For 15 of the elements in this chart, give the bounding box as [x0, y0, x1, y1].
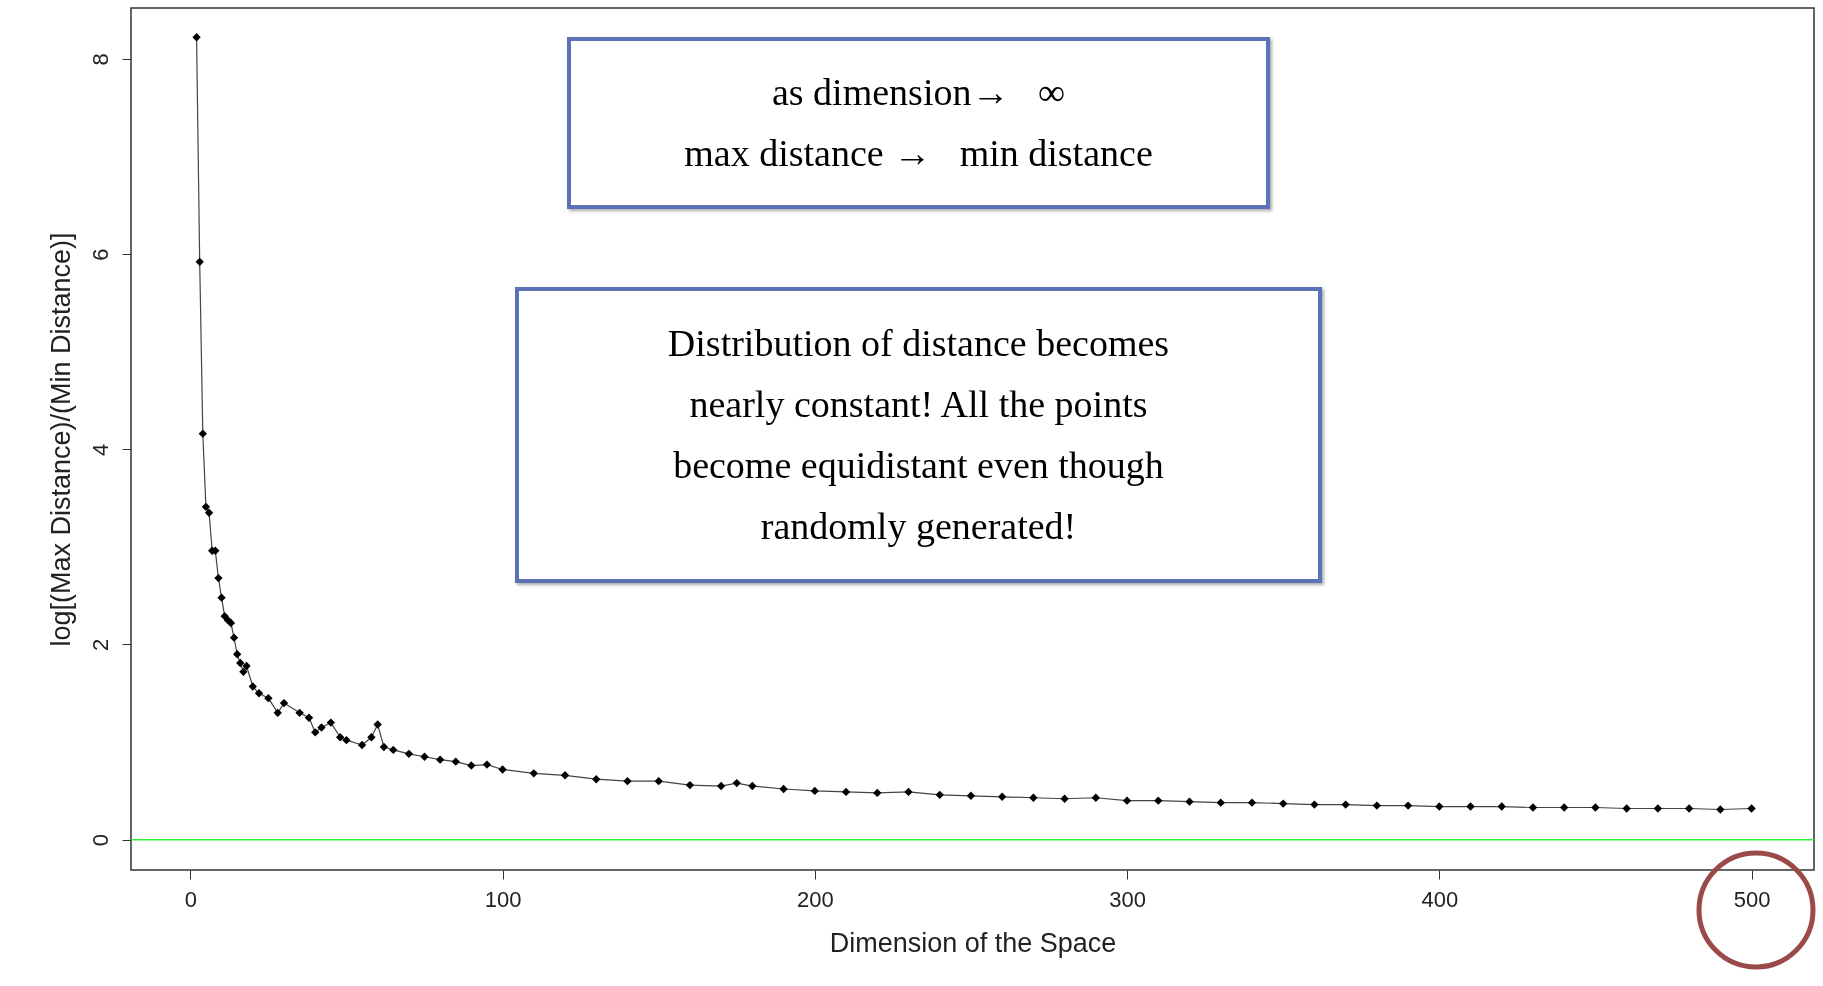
annotation: Distribution of distance becomes nearly constant! All the points become equidistant even though randomly generated!	[667, 321, 1170, 549]
y-tick-label: 8	[87, 53, 113, 66]
annotation: as dimension→ ∞ max distance → min distance	[684, 70, 1153, 176]
x-tick-label: 300	[1109, 886, 1146, 912]
y-axis-title: log[(Max Distance)/(Min Distance)]	[45, 232, 76, 647]
y-tick-label: 0	[87, 834, 113, 847]
x-tick-label: 400	[1421, 886, 1459, 912]
x-tick-label: 0	[184, 886, 197, 912]
y-tick-label: 2	[87, 638, 113, 652]
y-tick-label: 4	[87, 443, 113, 456]
x-axis-title: Dimension of the Space	[829, 927, 1117, 958]
x-tick-label: 200	[796, 886, 834, 912]
y-tick-label: 6	[87, 248, 113, 261]
x-tick-label: 500	[1733, 886, 1771, 912]
x-tick-label: 100	[484, 886, 522, 912]
